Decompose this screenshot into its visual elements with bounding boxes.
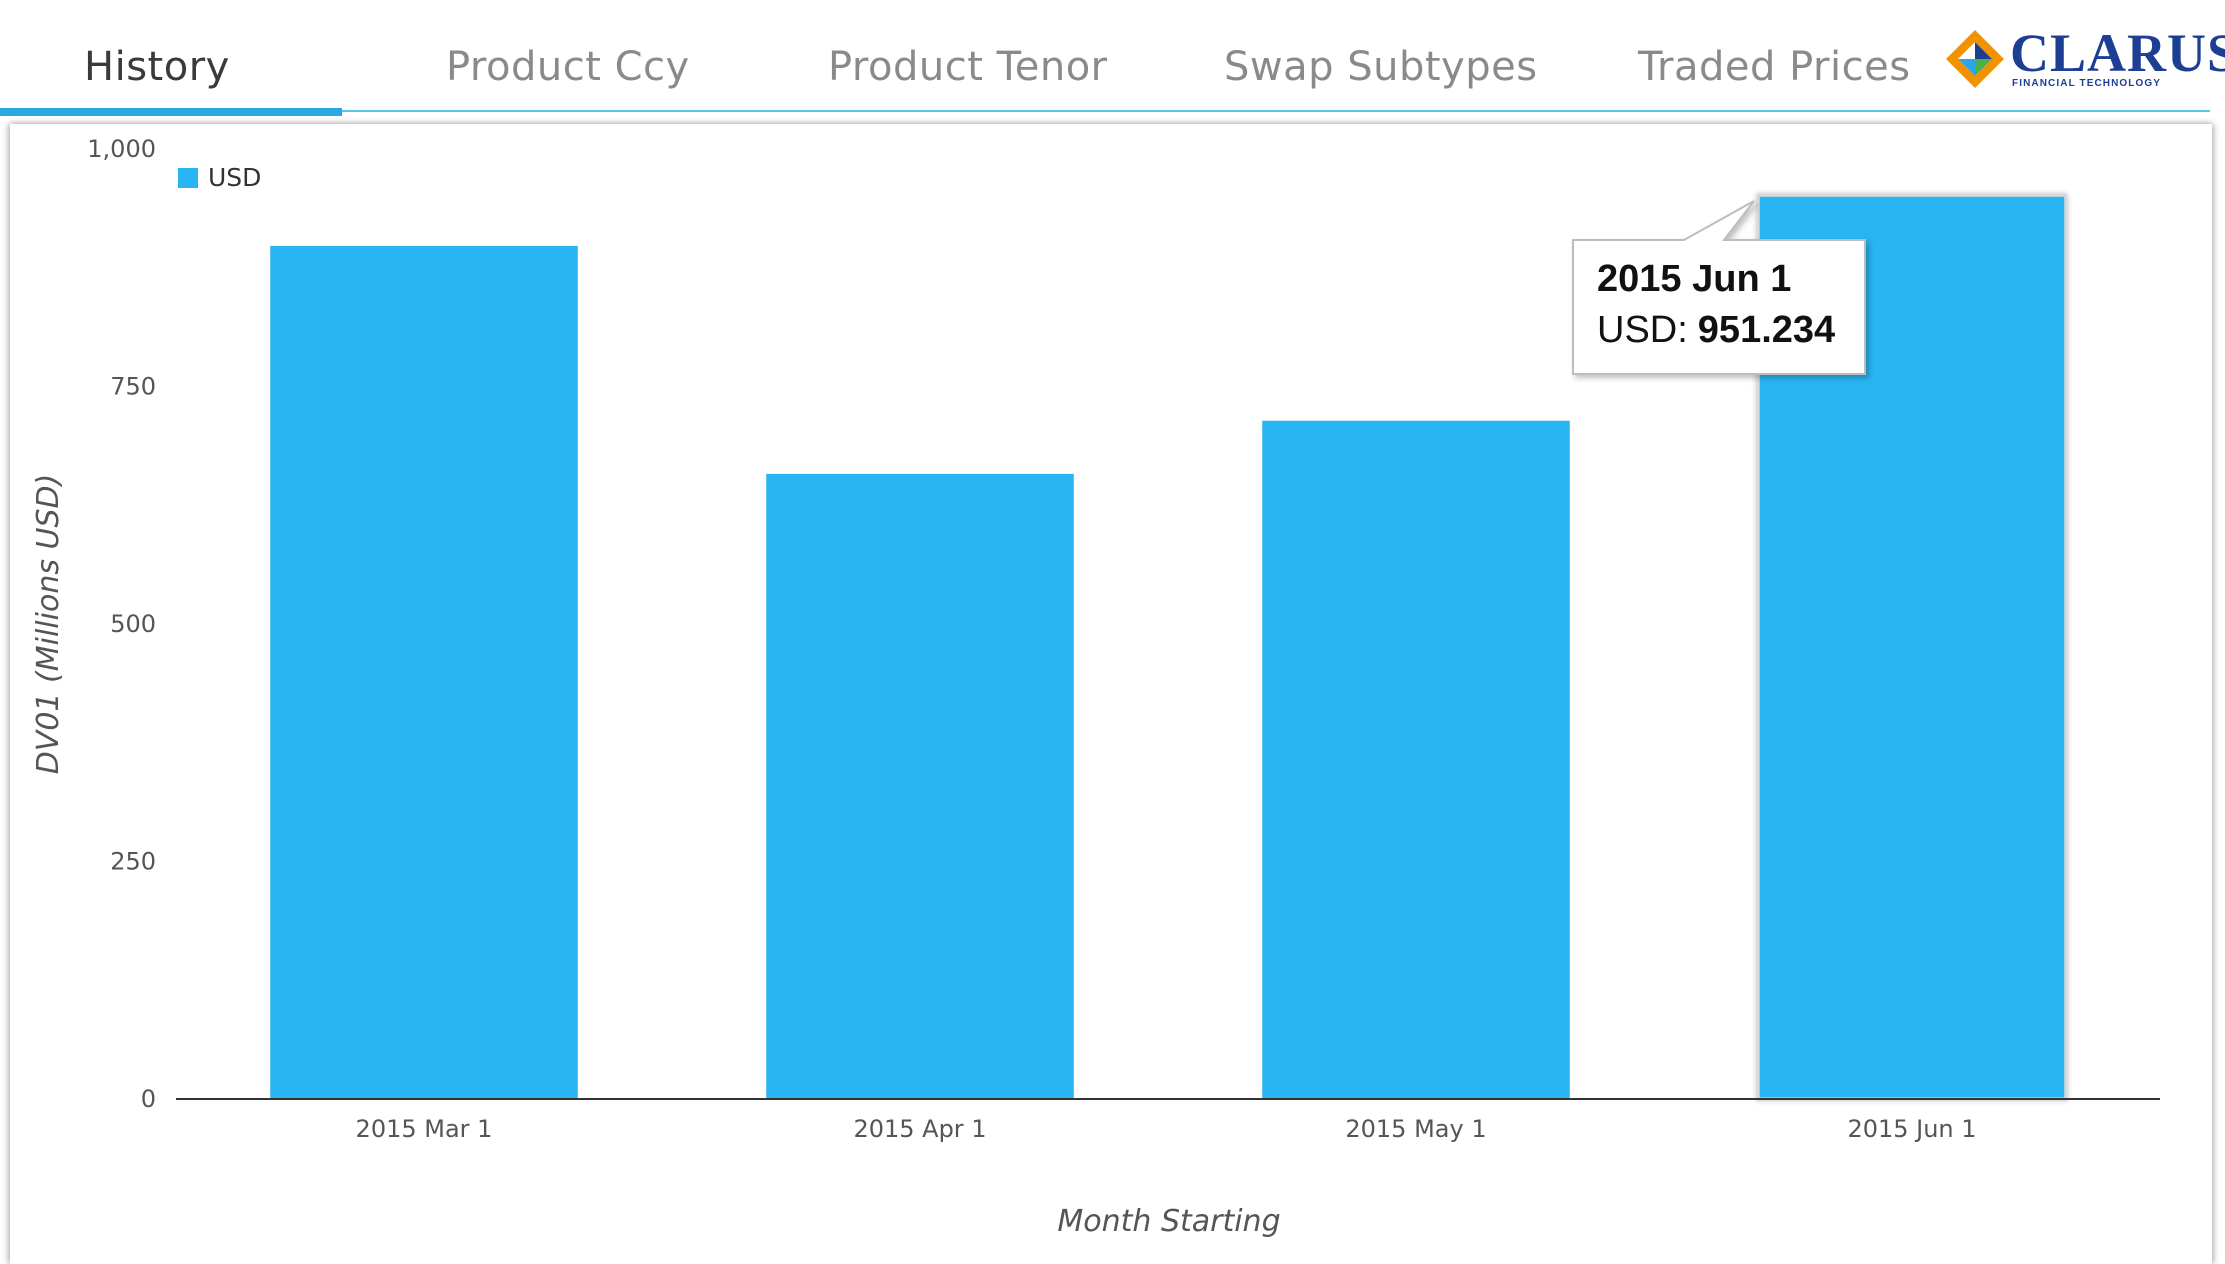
tooltip-series-label: USD: <box>1597 309 1688 351</box>
x-tick-label: 2015 Jun 1 <box>1847 1115 1976 1143</box>
y-tick-label: 750 <box>110 373 156 401</box>
y-axis-ticks: 0 250 500 750 1,000 <box>87 135 156 1113</box>
tab-bar: History Product Ccy Product Tenor Swap S… <box>0 0 2225 116</box>
active-tab-indicator <box>0 108 342 116</box>
clarus-logo: CLARUS FINANCIAL TECHNOLOGY <box>1944 20 2225 98</box>
tab-divider <box>0 110 2210 112</box>
y-tick-label: 1,000 <box>87 135 156 163</box>
tab-traded-prices[interactable]: Traded Prices <box>1638 44 1911 90</box>
bar[interactable] <box>1262 420 1570 1099</box>
bars <box>270 193 2068 1101</box>
bar[interactable] <box>270 245 578 1099</box>
x-axis-title: Month Starting <box>1057 1204 1280 1239</box>
legend[interactable]: USD <box>178 163 261 192</box>
logo-tagline: FINANCIAL TECHNOLOGY <box>2012 78 2162 89</box>
tab-product-ccy[interactable]: Product Ccy <box>446 44 690 90</box>
x-axis-ticks: 2015 Mar 1 2015 Apr 1 2015 May 1 2015 Jun 1 <box>356 1115 1977 1143</box>
y-axis-title: DV01 (Millions USD) <box>31 474 66 775</box>
tooltip: 2015 Jun 1 USD: 951.234 <box>1572 200 1866 375</box>
tooltip-title: 2015 Jun 1 <box>1597 258 1791 300</box>
x-tick-label: 2015 Mar 1 <box>356 1115 493 1143</box>
tooltip-box <box>1572 200 1866 375</box>
legend-swatch-usd <box>178 168 198 188</box>
tooltip-value: 951.234 <box>1698 309 1835 351</box>
x-tick-label: 2015 Apr 1 <box>853 1115 986 1143</box>
x-tick-label: 2015 May 1 <box>1345 1115 1486 1143</box>
tab-product-tenor[interactable]: Product Tenor <box>828 44 1108 90</box>
legend-label-usd: USD <box>208 163 261 192</box>
y-tick-label: 0 <box>141 1085 156 1113</box>
logo-diamond-icon <box>1946 30 2004 88</box>
tab-swap-subtypes[interactable]: Swap Subtypes <box>1224 44 1538 90</box>
logo-name: CLARUS <box>2010 23 2225 83</box>
y-tick-label: 250 <box>110 848 156 876</box>
chart-panel: 0 250 500 750 1,000 2015 Mar 1 2015 Apr 1 2015… <box>10 124 2212 1264</box>
bar[interactable] <box>766 473 1074 1099</box>
tab-history[interactable]: History <box>84 44 230 90</box>
tooltip-value-line: USD: 951.234 <box>1597 309 1835 351</box>
y-tick-label: 500 <box>110 610 156 638</box>
